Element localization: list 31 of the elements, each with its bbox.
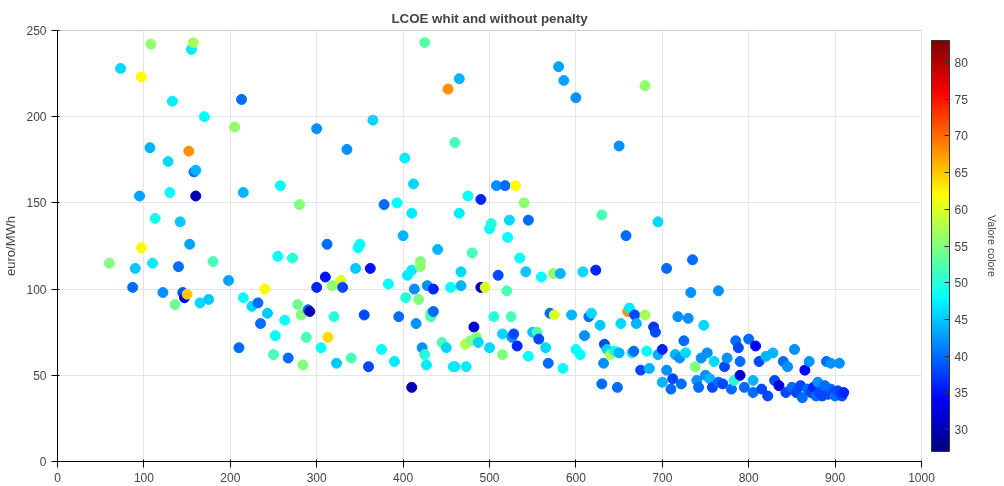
color-bar-title: Valore colore <box>985 215 998 278</box>
y-tick-label: 200 <box>26 110 47 125</box>
chart-title: LCOE whit and without penalty <box>391 10 589 26</box>
color-bar-label: 30 <box>954 422 969 437</box>
x-tick-label: 0 <box>54 470 62 485</box>
color-bar-label: 40 <box>954 349 969 364</box>
y-tick-label: 0 <box>39 455 47 469</box>
y-tick-label: 50 <box>33 368 47 383</box>
x-tick-label: 800 <box>738 470 760 485</box>
x-tick-label: 500 <box>479 470 500 485</box>
y-tick-label: 150 <box>26 196 47 211</box>
color-bar-label: 60 <box>954 202 969 217</box>
color-bar-label: 50 <box>954 276 969 291</box>
y-tick-label: 250 <box>26 24 47 38</box>
color-bar-label: 70 <box>954 129 969 144</box>
y-axis-title: euro/MWh <box>3 216 19 276</box>
color-bar-label: 80 <box>954 56 969 71</box>
x-tick-label: 700 <box>652 470 673 485</box>
x-tick-label: 200 <box>220 470 241 485</box>
color-bar-label: 45 <box>954 312 969 327</box>
color-bar-label: 75 <box>954 92 969 107</box>
x-tick-label: 100 <box>133 470 155 485</box>
y-tick-label: 100 <box>26 282 47 297</box>
x-tick-label: 600 <box>565 470 587 485</box>
color-bar-label: 35 <box>954 386 969 401</box>
x-tick-label: 300 <box>306 470 328 485</box>
x-tick-label: 900 <box>825 470 846 485</box>
x-tick-label: 1000 <box>908 470 936 485</box>
color-bar-label: 55 <box>954 239 969 254</box>
color-bar-label: 65 <box>954 166 969 181</box>
x-tick-label: 400 <box>393 470 414 485</box>
